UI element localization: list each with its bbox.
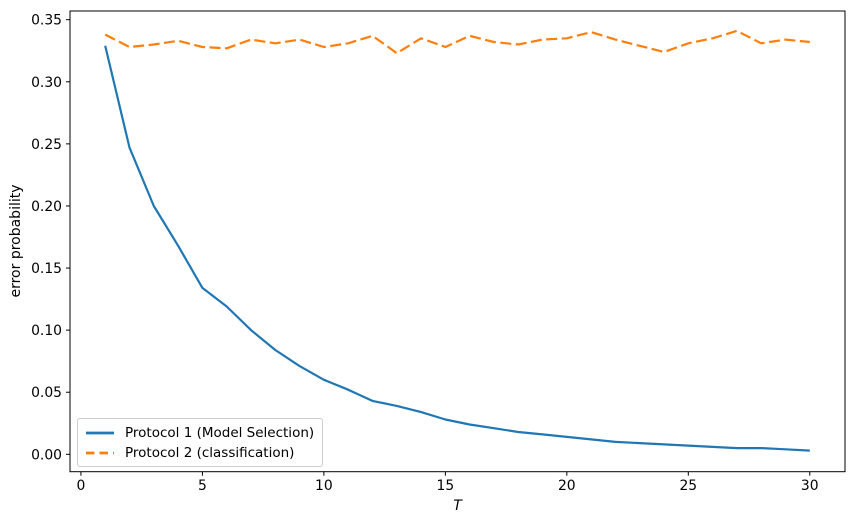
legend-item-protocol-1: Protocol 1 (Model Selection) <box>85 425 314 441</box>
x-tick-label: 5 <box>198 478 207 494</box>
legend-label-protocol-2: Protocol 2 (classification) <box>125 444 295 461</box>
legend: Protocol 1 (Model Selection) Protocol 2 … <box>77 418 323 467</box>
x-tick-label: 10 <box>315 478 333 494</box>
x-tick-label: 30 <box>801 478 819 494</box>
legend-label-protocol-1: Protocol 1 (Model Selection) <box>125 424 315 441</box>
y-tick-label: 0.00 <box>31 447 62 463</box>
x-tick-label: 0 <box>77 478 86 494</box>
y-axis-label: error probability <box>8 184 24 298</box>
legend-solid-line-icon <box>86 431 114 434</box>
y-tick-label: 0.20 <box>31 199 62 215</box>
x-tick-label: 20 <box>558 478 576 494</box>
y-tick-label: 0.30 <box>31 75 62 91</box>
series-line-1 <box>104 45 810 452</box>
plot-frame <box>69 10 846 473</box>
legend-item-protocol-2: Protocol 2 (classification) <box>85 445 314 461</box>
y-tick-label: 0.15 <box>31 261 62 277</box>
legend-dashed-line-icon <box>86 451 114 454</box>
x-tick-label: 25 <box>679 478 697 494</box>
x-tick-label: 15 <box>437 478 455 494</box>
series-line-2 <box>104 29 810 55</box>
y-tick-label: 0.10 <box>31 323 62 339</box>
y-tick-label: 0.05 <box>31 385 62 401</box>
x-axis-label: T <box>453 498 462 514</box>
y-tick-label: 0.25 <box>31 137 62 153</box>
y-tick-label: 0.35 <box>31 13 62 29</box>
